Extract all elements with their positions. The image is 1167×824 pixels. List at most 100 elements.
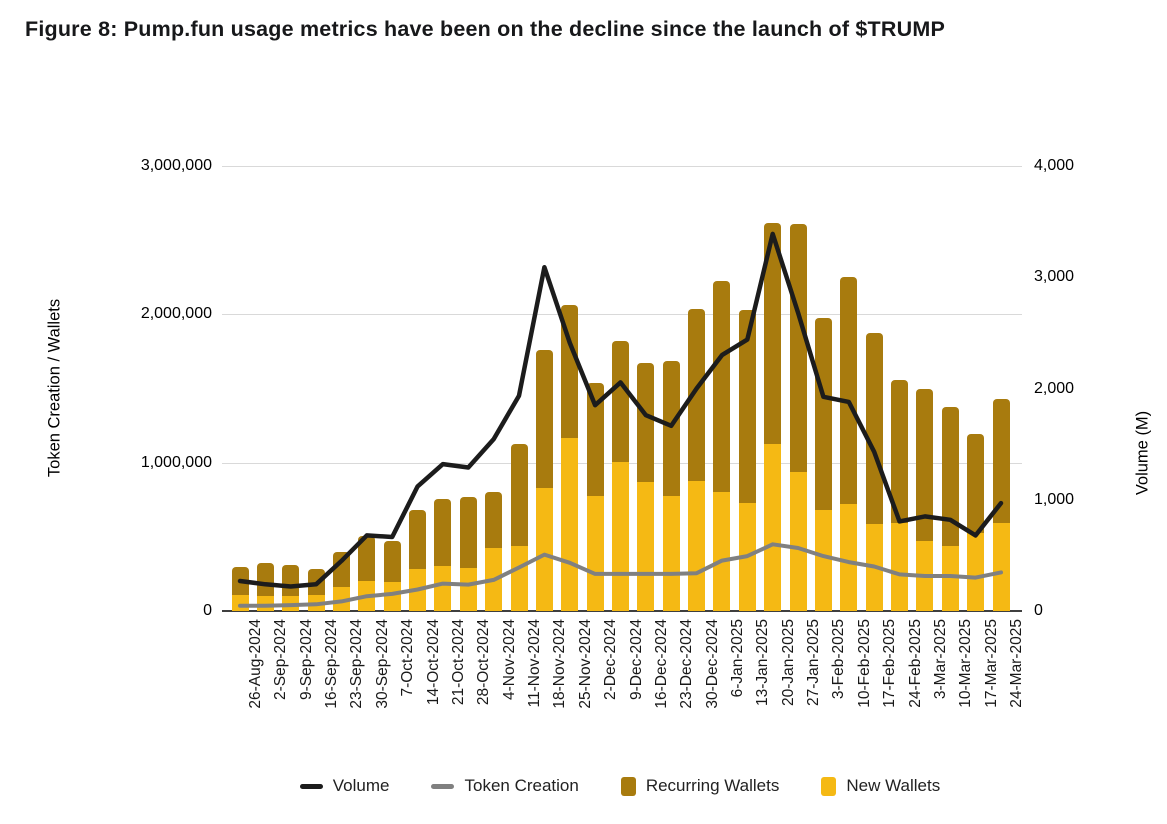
x-axis-label: 6-Jan-2025 bbox=[728, 619, 746, 698]
legend-item-volume: Volume bbox=[299, 776, 390, 796]
x-axis-label: 2-Sep-2024 bbox=[272, 619, 290, 701]
bar-segment-recurring-wallets bbox=[992, 398, 1010, 523]
bar-21-Oct-2024 bbox=[434, 498, 452, 611]
left-axis-tick: 1,000,000 bbox=[140, 453, 212, 471]
x-axis-label: 23-Dec-2024 bbox=[678, 619, 696, 709]
bar-segment-new-wallets bbox=[662, 496, 680, 611]
left-axis-title: Token Creation / Wallets bbox=[45, 298, 64, 478]
x-axis-label: 3-Feb-2025 bbox=[830, 619, 848, 700]
bar-segment-new-wallets bbox=[713, 492, 731, 611]
x-axis-label: 27-Jan-2025 bbox=[805, 619, 823, 707]
right-axis-tick: 1,000 bbox=[1034, 490, 1075, 508]
bar-segment-recurring-wallets bbox=[485, 492, 503, 548]
bar-segment-recurring-wallets bbox=[409, 510, 427, 570]
x-axis-label: 17-Mar-2025 bbox=[982, 619, 1000, 708]
legend-label: Volume bbox=[332, 776, 390, 795]
bar-segment-recurring-wallets bbox=[688, 309, 706, 481]
right-axis-tick: 4,000 bbox=[1034, 157, 1075, 174]
line-series bbox=[237, 231, 1004, 608]
x-axis-label: 9-Sep-2024 bbox=[297, 619, 315, 701]
bar-18-Nov-2024 bbox=[535, 349, 553, 611]
x-axis-label: 17-Feb-2025 bbox=[881, 619, 899, 708]
gridline bbox=[222, 314, 1022, 316]
x-axis-label: 24-Mar-2025 bbox=[1008, 619, 1025, 708]
x-axis-label: 16-Dec-2024 bbox=[652, 619, 670, 709]
bar-segment-new-wallets bbox=[332, 586, 350, 611]
x-axis-label: 4-Nov-2024 bbox=[500, 619, 518, 700]
x-axis-label: 18-Nov-2024 bbox=[551, 619, 569, 709]
bar-segment-recurring-wallets bbox=[814, 318, 832, 510]
left-axis-tick: 3,000,000 bbox=[140, 157, 212, 174]
bar-3-Mar-2025 bbox=[916, 389, 934, 611]
bar-segment-recurring-wallets bbox=[764, 222, 782, 445]
figure-title: Figure 8: Pump.fun usage metrics have be… bbox=[25, 17, 945, 41]
x-axis-label: 28-Oct-2024 bbox=[475, 619, 493, 706]
legend-item-new-wallets: New Wallets bbox=[821, 776, 940, 796]
left-axis-tick: 2,000,000 bbox=[140, 305, 212, 323]
bar-segment-recurring-wallets bbox=[738, 309, 756, 503]
bar-segment-recurring-wallets bbox=[586, 383, 604, 497]
bar-23-Sep-2024 bbox=[332, 552, 350, 611]
x-axis-label: 9-Dec-2024 bbox=[627, 619, 645, 700]
bar-11-Nov-2024 bbox=[510, 444, 528, 611]
bar-segment-new-wallets bbox=[840, 504, 858, 611]
bar-segment-recurring-wallets bbox=[332, 552, 350, 587]
bar-segment-new-wallets bbox=[941, 546, 959, 611]
bar-2-Dec-2024 bbox=[586, 383, 604, 611]
legend-item-token-creation: Token Creation bbox=[431, 776, 579, 796]
bar-10-Feb-2025 bbox=[840, 276, 858, 611]
x-axis-label: 30-Sep-2024 bbox=[373, 619, 391, 709]
right-axis-tick: 3,000 bbox=[1034, 268, 1075, 286]
bar-segment-new-wallets bbox=[814, 509, 832, 611]
x-axis-line bbox=[222, 610, 1022, 612]
bar-23-Dec-2024 bbox=[662, 360, 680, 611]
x-axis-label: 10-Feb-2025 bbox=[855, 619, 873, 708]
right-axis-title: Volume (M) bbox=[1133, 410, 1152, 496]
right-axis-tick: 0 bbox=[1034, 602, 1043, 619]
bar-segment-new-wallets bbox=[992, 522, 1010, 611]
bar-segment-new-wallets bbox=[586, 496, 604, 611]
legend-swatch-line bbox=[431, 783, 455, 789]
bar-segment-recurring-wallets bbox=[561, 304, 579, 439]
bar-segment-new-wallets bbox=[434, 566, 452, 611]
legend-label: Recurring Wallets bbox=[645, 776, 780, 795]
bar-segment-recurring-wallets bbox=[662, 360, 680, 497]
bar-segment-new-wallets bbox=[764, 444, 782, 611]
legend-swatch-square bbox=[620, 776, 636, 796]
bar-segment-recurring-wallets bbox=[459, 496, 477, 569]
bar-20-Jan-2025 bbox=[764, 222, 782, 611]
bar-segment-new-wallets bbox=[637, 481, 655, 611]
x-axis-label: 20-Jan-2025 bbox=[779, 619, 797, 707]
bar-segment-recurring-wallets bbox=[865, 332, 883, 525]
bar-segment-recurring-wallets bbox=[434, 498, 452, 567]
bar-16-Dec-2024 bbox=[637, 362, 655, 611]
bar-segment-new-wallets bbox=[535, 487, 553, 611]
x-axis-label: 30-Dec-2024 bbox=[703, 619, 721, 709]
x-axis-label: 25-Nov-2024 bbox=[576, 619, 594, 709]
bar-segment-recurring-wallets bbox=[916, 389, 934, 541]
bar-segment-recurring-wallets bbox=[256, 562, 274, 597]
bar-segment-new-wallets bbox=[459, 568, 477, 611]
bar-segment-new-wallets bbox=[561, 438, 579, 611]
legend-item-recurring-wallets: Recurring Wallets bbox=[620, 776, 780, 796]
bar-6-Jan-2025 bbox=[713, 280, 731, 611]
bar-27-Jan-2025 bbox=[789, 224, 807, 611]
legend: Volume Token Creation Recurring Wallets New… bbox=[160, 776, 1080, 796]
bar-segment-new-wallets bbox=[891, 523, 909, 611]
bar-segment-new-wallets bbox=[383, 582, 401, 611]
bar-4-Nov-2024 bbox=[485, 492, 503, 611]
x-axis-label: 23-Sep-2024 bbox=[348, 619, 366, 709]
token-creation-line bbox=[238, 542, 1003, 608]
bar-segment-recurring-wallets bbox=[383, 541, 401, 583]
bar-7-Oct-2024 bbox=[383, 541, 401, 611]
bar-segment-recurring-wallets bbox=[713, 280, 731, 493]
x-axis-label: 7-Oct-2024 bbox=[399, 619, 417, 697]
bar-segment-new-wallets bbox=[688, 480, 706, 611]
left-axis-tick: 0 bbox=[203, 602, 212, 619]
bar-segment-recurring-wallets bbox=[510, 444, 528, 547]
bar-28-Oct-2024 bbox=[459, 496, 477, 611]
bar-segment-recurring-wallets bbox=[967, 434, 985, 534]
legend-label: Token Creation bbox=[464, 776, 579, 795]
x-axis-label: 26-Aug-2024 bbox=[247, 619, 264, 709]
